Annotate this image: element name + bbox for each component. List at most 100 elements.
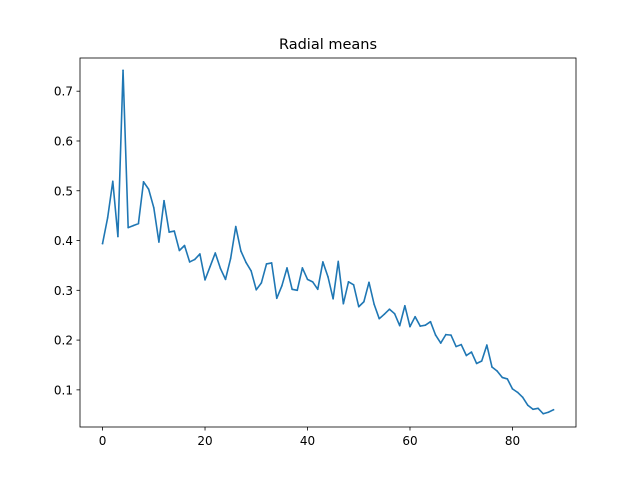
data-point [388, 308, 391, 311]
data-point [316, 288, 319, 291]
data-point [378, 317, 381, 320]
data-point [234, 225, 237, 228]
data-point [147, 188, 150, 191]
data-point [163, 199, 165, 202]
data-point [152, 206, 155, 209]
data-point [347, 281, 350, 283]
data-point [547, 411, 550, 414]
data-point [311, 281, 314, 283]
data-point [363, 300, 365, 303]
data-point [506, 378, 509, 380]
data-point [434, 334, 437, 336]
data-point [286, 267, 288, 269]
data-point [552, 408, 555, 411]
data-point [470, 351, 473, 353]
x-axis: 0 20 40 60 80 [99, 427, 520, 448]
data-point [496, 370, 498, 372]
data-point [291, 288, 293, 291]
data-point [332, 297, 334, 300]
data-point [219, 267, 222, 270]
data-point [419, 325, 422, 327]
plot-frame [79, 57, 577, 428]
data-point [352, 284, 355, 286]
y-tick-label: 0.5 [54, 184, 73, 198]
data-point [429, 320, 432, 323]
data-point [404, 304, 406, 307]
data-point [439, 342, 442, 344]
data-point [424, 324, 427, 326]
y-axis: 0.1 0.2 0.3 0.4 0.5 0.6 0.7 [54, 85, 80, 397]
data-point [127, 226, 129, 229]
y-tick-label: 0.3 [54, 284, 73, 298]
data-point [117, 235, 119, 238]
series-layer [101, 69, 555, 415]
data-point [214, 252, 217, 254]
x-tick-label: 20 [197, 434, 212, 448]
data-point [322, 261, 324, 263]
y-tick-label: 0.7 [54, 85, 73, 99]
data-point [173, 230, 176, 232]
x-tick-label: 60 [402, 434, 417, 448]
data-point [501, 376, 504, 379]
data-point [178, 249, 181, 252]
data-point [265, 263, 268, 265]
x-tick-label: 0 [99, 434, 107, 448]
data-point [393, 312, 396, 315]
plot-area [80, 58, 576, 427]
data-point [106, 216, 109, 219]
y-tick-label: 0.6 [54, 134, 73, 148]
data-point [445, 333, 447, 336]
data-point [357, 305, 360, 308]
data-point [132, 224, 135, 227]
data-point [532, 408, 534, 411]
data-point [240, 250, 242, 252]
data-point [168, 231, 170, 233]
data-point [229, 257, 232, 260]
data-point [491, 366, 493, 368]
data-point [373, 303, 375, 306]
data-point [193, 258, 196, 261]
data-point [142, 181, 145, 183]
data-point [199, 253, 201, 255]
data-point [101, 242, 104, 245]
y-tick-label: 0.1 [54, 383, 73, 397]
data-point [306, 278, 309, 281]
data-point [245, 261, 247, 264]
data-point [255, 289, 258, 291]
data-point [122, 69, 124, 72]
data-point [281, 285, 283, 287]
data-point [465, 354, 468, 357]
data-point [521, 396, 524, 399]
data-point [398, 324, 401, 327]
data-point [475, 362, 478, 365]
data-point [224, 278, 227, 281]
data-point [137, 222, 140, 225]
data-point [537, 407, 539, 410]
data-point [511, 388, 514, 390]
data-point [460, 343, 463, 346]
data-point [368, 281, 370, 284]
data-point [542, 412, 545, 415]
data-point [527, 404, 529, 407]
data-point [301, 267, 304, 269]
data-point [204, 279, 206, 281]
data-point [183, 244, 186, 247]
data-point [383, 313, 386, 316]
data-point [516, 391, 519, 394]
data-point [455, 345, 457, 348]
data-point [480, 360, 483, 362]
data-point [111, 180, 114, 183]
data-point [296, 289, 299, 292]
x-tick-label: 40 [300, 434, 315, 448]
data-point [486, 344, 488, 346]
data-point [250, 270, 252, 272]
data-point [342, 302, 345, 305]
data-point [275, 297, 278, 300]
data-point [327, 276, 329, 278]
data-point [209, 265, 211, 268]
chart-title: Radial means [279, 37, 377, 53]
data-point [450, 334, 452, 336]
data-point [158, 241, 160, 243]
